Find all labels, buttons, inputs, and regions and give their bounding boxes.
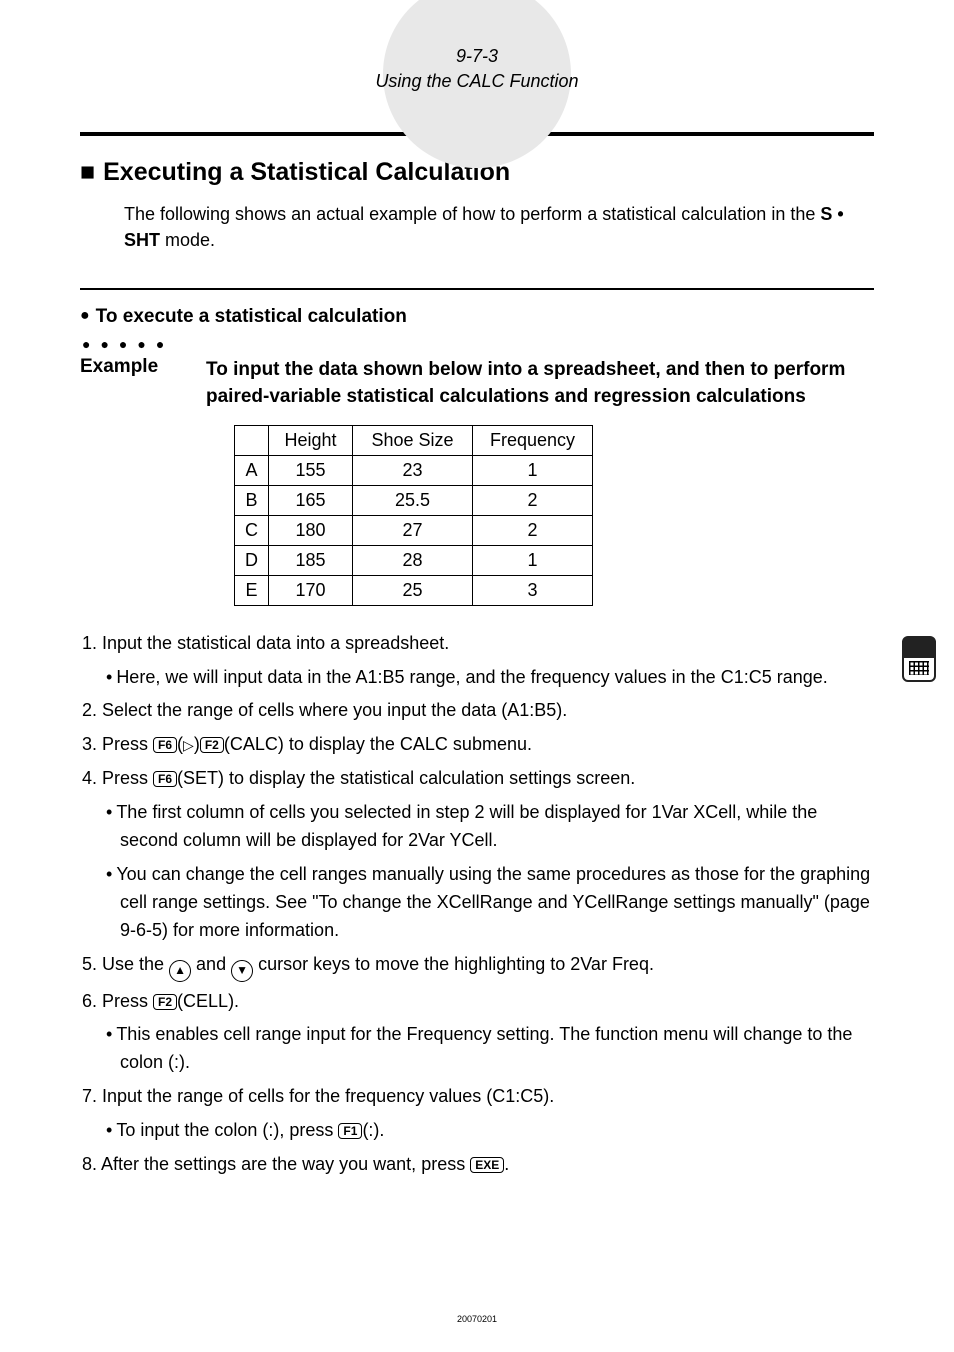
step-8-pre: 8. After the settings are the way you wa… [82,1154,470,1174]
step-7a-post: (:). [362,1120,384,1140]
cell: 3 [473,575,593,605]
keycap-f2: F2 [200,737,224,753]
step-4: 4. Press F6(SET) to display the statisti… [82,765,874,793]
cell: 170 [269,575,353,605]
table-row: B 165 25.5 2 [235,485,593,515]
intro-text-2: mode. [160,230,215,250]
page: 9-7-3 Using the CALC Function ■Executing… [0,0,954,1352]
example-text: To input the data shown below into a spr… [206,356,874,411]
cell: 2 [473,485,593,515]
col-height: Height [269,425,353,455]
step-6a-text: This enables cell range input for the Fr… [116,1024,852,1072]
cell: 1 [473,455,593,485]
table-row: A 155 23 1 [235,455,593,485]
step-5-mid: and [191,954,231,974]
data-table: Height Shoe Size Frequency A 155 23 1 B … [234,425,593,606]
cell: E [235,575,269,605]
step-5-post: cursor keys to move the highlighting to … [253,954,654,974]
step-1: 1. Input the statistical data into a spr… [82,630,874,658]
step-6-post: (CELL). [177,991,239,1011]
step-7a-pre: To input the colon (:), press [116,1120,338,1140]
step-4a-text: The first column of cells you selected i… [116,802,817,850]
rule-mid [80,288,874,290]
step-6: 6. Press F2(CELL). [82,988,874,1016]
step-3-pre: 3. Press [82,734,153,754]
example-dots: ●●●●● [82,336,874,352]
table-header-row: Height Shoe Size Frequency [235,425,593,455]
cell: 23 [353,455,473,485]
footer-code: 20070201 [457,1314,497,1324]
step-4-pre: 4. Press [82,768,153,788]
cell: D [235,545,269,575]
keycap-f6: F6 [153,737,177,753]
cell: B [235,485,269,515]
header-text: 9-7-3 Using the CALC Function [80,44,874,94]
cell: 185 [269,545,353,575]
cell: 28 [353,545,473,575]
col-frequency: Frequency [473,425,593,455]
calculator-side-icon [902,636,936,682]
intro-text-1: The following shows an actual example of… [124,204,820,224]
cursor-up-icon: ▲ [169,960,191,982]
intro-paragraph: The following shows an actual example of… [124,201,874,253]
bullet-icon: • [106,667,112,687]
cell: 25.5 [353,485,473,515]
col-blank [235,425,269,455]
table-row: D 185 28 1 [235,545,593,575]
keycap-f2: F2 [153,994,177,1010]
step-1a-text: Here, we will input data in the A1:B5 ra… [116,667,827,687]
page-number: 9-7-3 [80,44,874,69]
bullet-icon: • [106,864,112,884]
page-header: 9-7-3 Using the CALC Function [80,44,874,94]
triangle-right-icon: ▷ [183,737,194,753]
step-1a: •Here, we will input data in the A1:B5 r… [106,664,874,692]
cursor-down-icon: ▼ [231,960,253,982]
square-bullet-icon: ■ [80,158,95,186]
keycap-exe: EXE [470,1157,504,1173]
step-4b: •You can change the cell ranges manually… [106,861,874,945]
step-3: 3. Press F6(▷)F2(CALC) to display the CA… [82,731,874,759]
cell: 165 [269,485,353,515]
keycap-f6: F6 [153,771,177,787]
example-row: Example To input the data shown below in… [80,356,874,411]
step-4-post: (SET) to display the statistical calcula… [177,768,635,788]
bullet-icon: • [106,1024,112,1044]
step-3-post: (CALC) to display the CALC submenu. [224,734,532,754]
step-7: 7. Input the range of cells for the freq… [82,1083,874,1111]
cell: 25 [353,575,473,605]
subsection-heading: ● To execute a statistical calculation [80,306,874,328]
table-row: C 180 27 2 [235,515,593,545]
bullet-icon: ● [80,307,90,324]
example-label: Example [80,356,176,411]
calculator-grid-icon [909,661,929,675]
step-6-pre: 6. Press [82,991,153,1011]
cell: 155 [269,455,353,485]
cell: 180 [269,515,353,545]
step-8: 8. After the settings are the way you wa… [82,1151,874,1179]
step-2: 2. Select the range of cells where you i… [82,697,874,725]
keycap-f1: F1 [338,1123,362,1139]
step-8-post: . [504,1154,509,1174]
cell: 27 [353,515,473,545]
step-5: 5. Use the ▲ and ▼ cursor keys to move t… [82,951,874,982]
step-7a: •To input the colon (:), press F1(:). [106,1117,874,1145]
step-4a: •The first column of cells you selected … [106,799,874,855]
cell: A [235,455,269,485]
subsection-title: To execute a statistical calculation [96,306,407,327]
cell: 2 [473,515,593,545]
step-6a: •This enables cell range input for the F… [106,1021,874,1077]
bullet-icon: • [106,802,112,822]
step-5-pre: 5. Use the [82,954,169,974]
cell: C [235,515,269,545]
bullet-icon: • [106,1120,112,1140]
page-subtitle: Using the CALC Function [80,69,874,94]
step-4b-text: You can change the cell ranges manually … [116,864,870,940]
table-row: E 170 25 3 [235,575,593,605]
cell: 1 [473,545,593,575]
col-shoesize: Shoe Size [353,425,473,455]
